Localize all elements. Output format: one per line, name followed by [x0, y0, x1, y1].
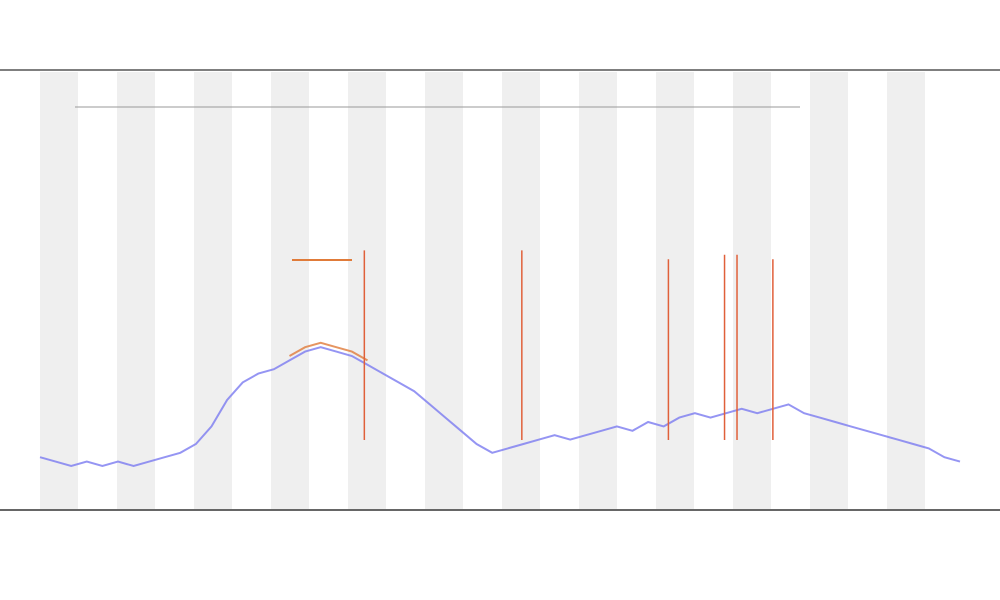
band	[502, 72, 540, 509]
bands	[40, 72, 925, 509]
band	[810, 72, 848, 509]
band	[579, 72, 617, 509]
band	[733, 72, 771, 509]
band	[40, 72, 78, 509]
band	[194, 72, 232, 509]
band	[425, 72, 463, 509]
band	[656, 72, 694, 509]
series-line	[289, 341, 368, 362]
band	[348, 72, 386, 509]
band	[117, 72, 155, 509]
series-line	[39, 346, 961, 468]
band	[271, 72, 309, 509]
band	[887, 72, 925, 509]
